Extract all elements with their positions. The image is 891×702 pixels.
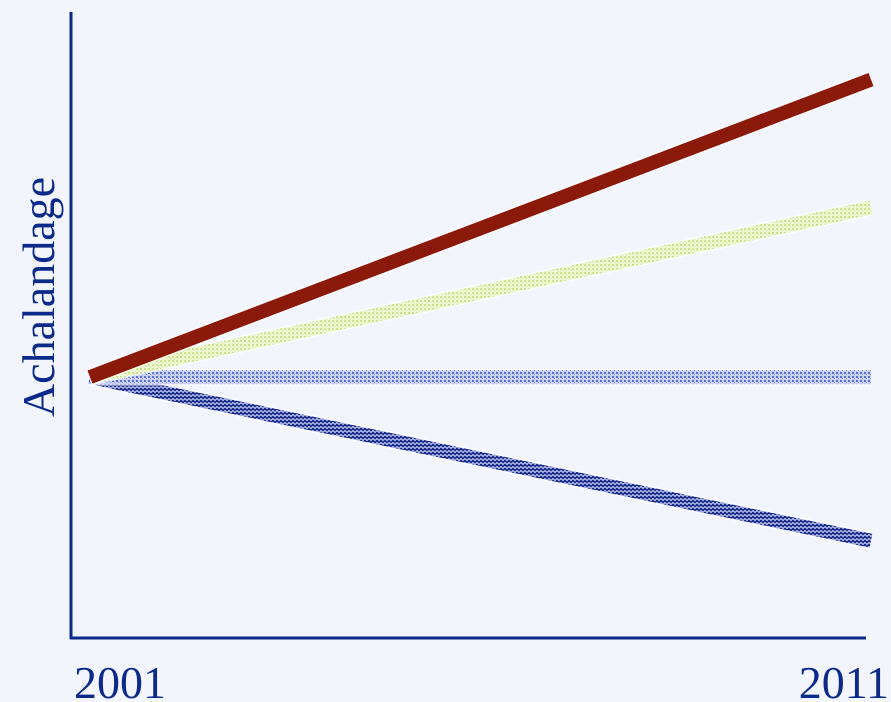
series-layer	[86, 71, 875, 550]
x-tick-label-2011: 2011	[799, 657, 889, 702]
series-2-line	[88, 200, 873, 384]
x-tick-label-2001: 2001	[74, 657, 166, 702]
y-axis-label: Achalandage	[13, 177, 64, 417]
x-tick-labels: 2001 2011	[74, 657, 889, 702]
series-4-line	[88, 370, 873, 548]
series-1-line	[87, 73, 874, 384]
series-3-line	[90, 370, 871, 385]
